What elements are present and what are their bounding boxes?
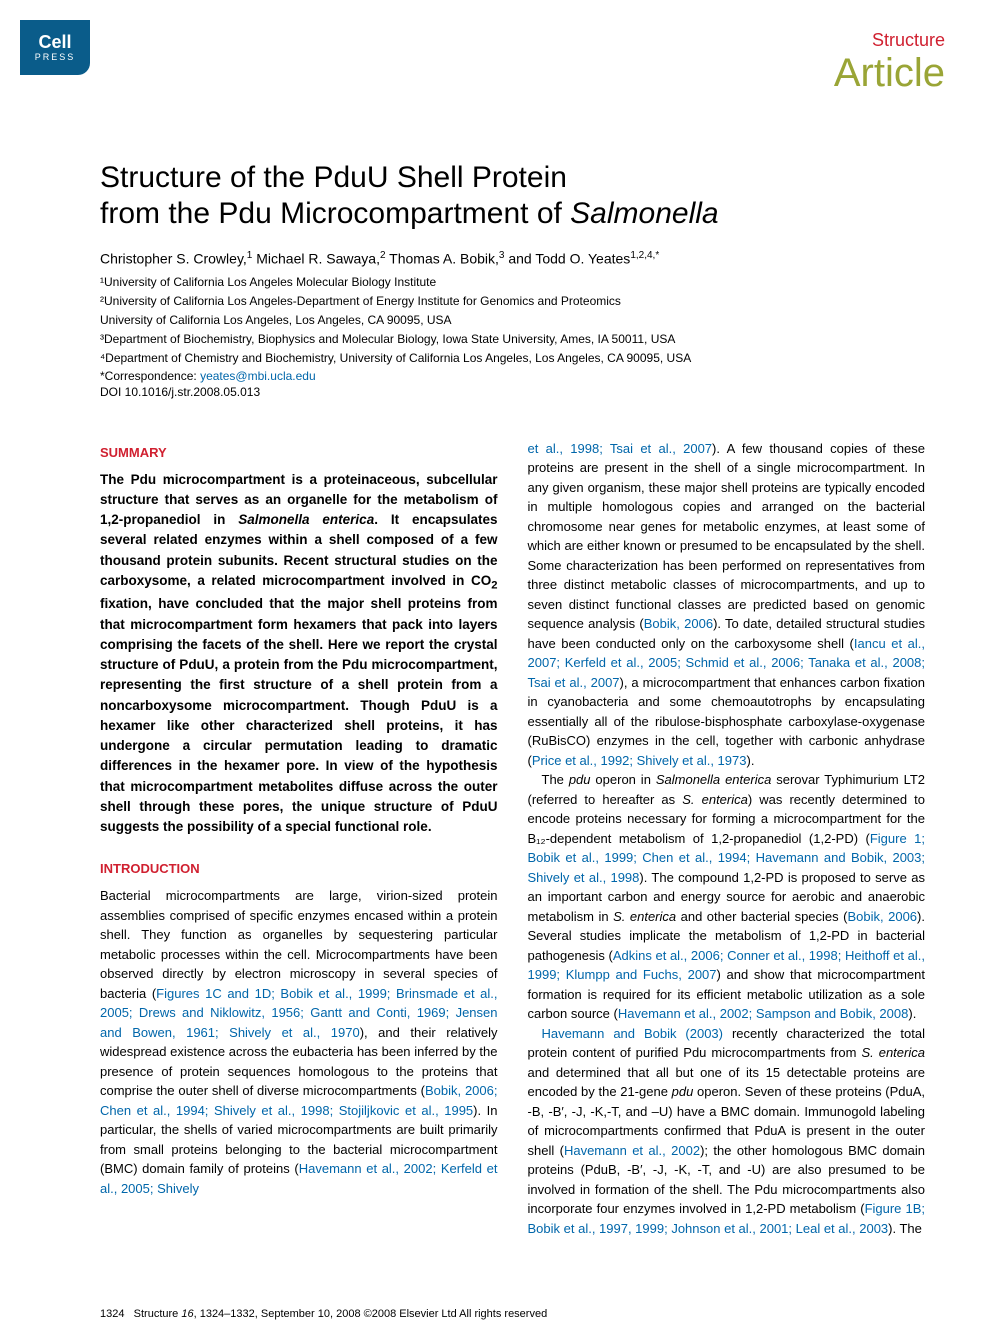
affiliation: University of California Los Angeles, Lo… [100, 311, 925, 329]
citation-link[interactable]: Price et al., 1992; Shively et al., 1973 [532, 753, 747, 768]
article-type: Article [834, 51, 945, 96]
italic-run: S. enterica [613, 909, 676, 924]
logo-main: Cell [38, 33, 71, 51]
correspondence: *Correspondence: yeates@mbi.ucla.edu [100, 369, 925, 383]
text-run: operon in [591, 772, 656, 787]
cell-press-logo: Cell PRESS [20, 20, 90, 75]
right-column: et al., 1998; Tsai et al., 2007). A few … [528, 439, 926, 1239]
text-run: ). [908, 1006, 916, 1021]
summary-paragraph: The Pdu microcompartment is a proteinace… [100, 470, 498, 838]
intro-paragraph-1: Bacterial microcompartments are large, v… [100, 886, 498, 1198]
col2-paragraph-3: Havemann and Bobik (2003) recently chara… [528, 1024, 926, 1239]
text-run: The [542, 772, 569, 787]
italic-run: S. enterica [682, 792, 748, 807]
logo-sub: PRESS [35, 53, 76, 62]
citation-link[interactable]: Havemann et al., 2002 [564, 1143, 700, 1158]
text-run: Bacterial microcompartments are large, v… [100, 888, 498, 1001]
title-italic: Salmonella [570, 197, 718, 230]
article-title: Structure of the PduU Shell Protein from… [100, 160, 925, 232]
correspondence-email-link[interactable]: yeates@mbi.ucla.edu [200, 369, 316, 383]
footer-citation: Structure 16, 1324–1332, September 10, 2… [134, 1308, 548, 1320]
page-footer: 1324 Structure 16, 1324–1332, September … [0, 1308, 1005, 1320]
affiliation: ³Department of Biochemistry, Biophysics … [100, 330, 925, 348]
doi: DOI 10.1016/j.str.2008.05.013 [100, 385, 925, 399]
correspondence-label: *Correspondence: [100, 369, 200, 383]
italic-run: Salmonella enterica [656, 772, 771, 787]
author-list: Christopher S. Crowley,1 Michael R. Sawa… [100, 250, 925, 267]
col2-paragraph-1: et al., 1998; Tsai et al., 2007). A few … [528, 439, 926, 771]
summary-heading: SUMMARY [100, 445, 498, 460]
italic-run: pdu [569, 772, 591, 787]
italic-run: S. enterica [861, 1045, 925, 1060]
journal-name: Structure [834, 30, 945, 51]
col2-paragraph-2: The pdu operon in Salmonella enterica se… [528, 770, 926, 1024]
affiliation: ¹University of California Los Angeles Mo… [100, 273, 925, 291]
citation-link[interactable]: et al., 1998; Tsai et al., 2007 [528, 441, 713, 456]
header-right: Structure Article [834, 30, 945, 96]
left-column: SUMMARY The Pdu microcompartment is a pr… [100, 439, 498, 1239]
two-column-layout: SUMMARY The Pdu microcompartment is a pr… [100, 439, 925, 1239]
citation-link[interactable]: Bobik, 2006 [644, 616, 713, 631]
article-content: Structure of the PduU Shell Protein from… [0, 0, 1005, 1278]
text-run: and other bacterial species ( [676, 909, 847, 924]
citation-link[interactable]: Bobik, 2006 [847, 909, 917, 924]
citation-link[interactable]: Havemann and Bobik (2003) [542, 1026, 724, 1041]
text-run: ). [746, 753, 754, 768]
text-run: ). The [888, 1221, 922, 1236]
title-line1: Structure of the PduU Shell Protein [100, 161, 567, 194]
citation-link[interactable]: Havemann et al., 2002; Sampson and Bobik… [618, 1006, 909, 1021]
text-run: ). A few thousand copies of these protei… [528, 441, 926, 632]
page-number: 1324 [100, 1308, 124, 1320]
introduction-heading: INTRODUCTION [100, 861, 498, 876]
affiliation: ⁴Department of Chemistry and Biochemistr… [100, 349, 925, 367]
title-line2: from the Pdu Microcompartment of [100, 197, 570, 230]
italic-run: pdu [672, 1084, 694, 1099]
affiliation: ²University of California Los Angeles-De… [100, 292, 925, 310]
